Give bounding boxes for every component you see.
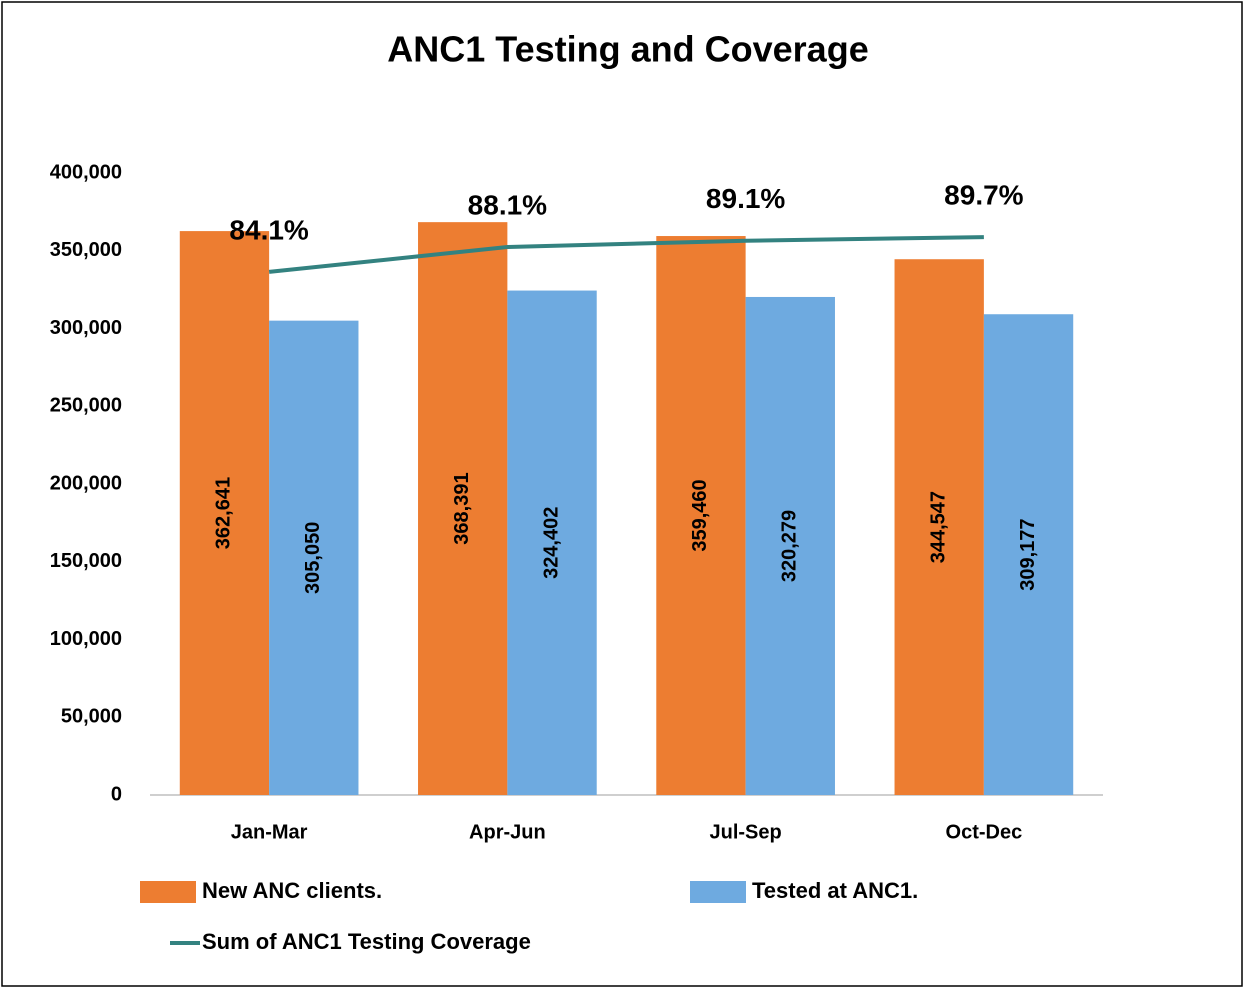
data-label: 359,460 <box>689 479 711 551</box>
legend-swatch <box>140 881 196 903</box>
y-tick-label: 250,000 <box>50 395 122 417</box>
legend-label: Tested at ANC1. <box>752 878 918 903</box>
bar <box>656 236 746 796</box>
data-label: 89.1% <box>706 183 785 214</box>
data-label: 344,547 <box>927 491 949 563</box>
y-tick-label: 0 <box>111 783 122 805</box>
legend-label: Sum of ANC1 Testing Coverage <box>202 929 531 954</box>
y-tick-label: 200,000 <box>50 472 122 494</box>
y-tick-label: 100,000 <box>50 628 122 650</box>
chart-title: ANC1 Testing and Coverage <box>387 29 868 70</box>
y-tick-label: 350,000 <box>50 239 122 261</box>
bar <box>983 314 1074 795</box>
data-label: 84.1% <box>229 214 308 245</box>
bar <box>507 290 597 795</box>
x-tick-label: Oct-Dec <box>946 821 1023 843</box>
data-label: 320,279 <box>779 510 801 582</box>
data-label: 368,391 <box>451 472 473 544</box>
x-tick-label: Jul-Sep <box>710 821 782 843</box>
bar <box>894 259 984 796</box>
bar <box>269 320 359 795</box>
data-label: 89.7% <box>944 179 1023 210</box>
data-label: 88.1% <box>468 189 547 220</box>
bar <box>418 222 508 796</box>
data-label: 305,050 <box>302 522 324 594</box>
x-tick-label: Apr-Jun <box>469 821 546 843</box>
y-tick-label: 400,000 <box>50 161 122 183</box>
x-tick-label: Jan-Mar <box>231 821 308 843</box>
legend-swatch <box>690 881 746 903</box>
line-series <box>268 235 984 274</box>
data-label: 362,641 <box>213 477 235 549</box>
bar <box>179 231 270 795</box>
data-label: 324,402 <box>540 507 562 579</box>
legend-label: New ANC clients. <box>202 878 382 903</box>
data-label: 309,177 <box>1017 518 1039 590</box>
bar <box>745 296 835 795</box>
y-tick-label: 50,000 <box>61 706 122 728</box>
y-tick-label: 300,000 <box>50 317 122 339</box>
y-tick-label: 150,000 <box>50 550 122 572</box>
